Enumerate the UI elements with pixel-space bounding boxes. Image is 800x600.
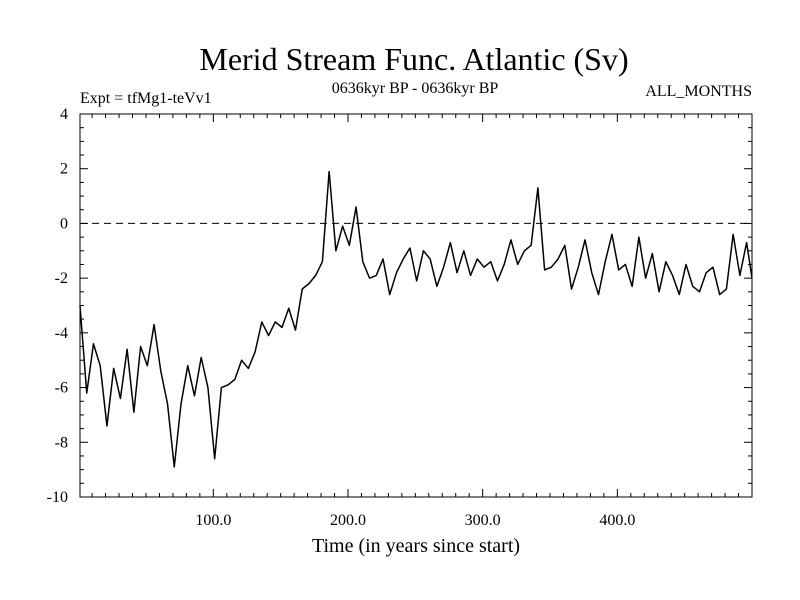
- chart-title: Merid Stream Func. Atlantic (Sv): [199, 41, 628, 77]
- y-tick-label: -4: [55, 325, 68, 342]
- y-tick-label: -6: [55, 380, 68, 397]
- y-tick-label: -2: [55, 270, 68, 287]
- x-tick-label: 200.0: [330, 512, 366, 529]
- y-tick-label: 4: [60, 106, 68, 123]
- y-tick-label: 2: [60, 161, 68, 178]
- x-axis: 100.0 200.0 300.0 400.0: [91, 114, 740, 529]
- x-tick-label: 100.0: [195, 512, 231, 529]
- x-tick-label: 300.0: [465, 512, 501, 529]
- chart-subtitle-center: 0636kyr BP - 0636kyr BP: [332, 80, 499, 97]
- x-tick-label: 400.0: [599, 512, 635, 529]
- y-tick-label: 0: [60, 215, 68, 232]
- y-axis: -10 -8 -6 -4 -2 0 2 4: [47, 106, 752, 506]
- series-group: [79, 170, 753, 468]
- plot-frame: [79, 113, 753, 498]
- chart-subtitle-left: Expt = tfMg1-teVv1: [80, 90, 212, 107]
- series-line: [79, 170, 753, 468]
- chart-subtitle-right: ALL_MONTHS: [645, 83, 752, 100]
- x-axis-label: Time (in years since start): [312, 535, 520, 557]
- y-tick-label: -8: [55, 434, 68, 451]
- y-tick-label: -10: [47, 489, 68, 506]
